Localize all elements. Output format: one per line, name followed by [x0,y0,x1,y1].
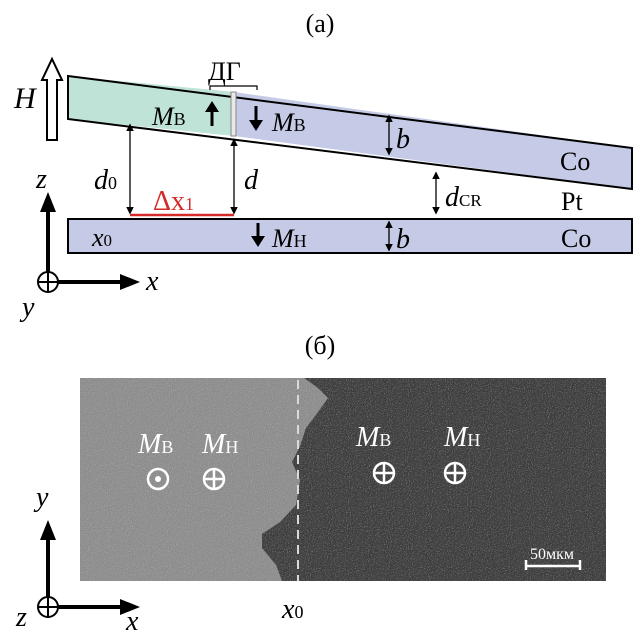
axis-a-y: y [19,292,35,323]
scale-bar [524,560,582,570]
image-left-mag-lower: MН [201,429,238,460]
layer-bottom-label: Co [561,224,591,253]
dcr-label: dCR [445,182,482,213]
domain-wall-label: ДГ [208,57,241,86]
mag-upper-label: MВ [151,102,186,131]
axes-a-icon [37,192,140,293]
axis-b-z: z [15,602,27,633]
axes-b-icon [37,520,140,618]
arrow-down-lower-icon [251,223,265,247]
co-upper-layer [234,92,632,189]
mag-upper-right-label: MВ [271,108,306,137]
d0-label: d0 [94,165,117,196]
panel-a-label: (а) [306,9,335,38]
axis-b-y: y [33,482,49,513]
image-right-mag-upper: MВ [355,422,391,453]
co-lower-layer [67,218,633,254]
axis-a-z: z [35,164,47,195]
cross-in-icon [372,461,396,485]
dot-out-icon [146,467,170,491]
domain-wall [230,91,237,137]
mag-lower-label: MН [271,224,307,253]
x0-label: x0 [91,223,112,252]
cross-in-icon [202,467,226,491]
d-label: d [244,165,259,196]
arrow-down-icon [249,106,263,131]
thickness-upper-label: b [396,124,410,155]
delta-x-label: Δx1 [153,186,194,217]
cross-in-icon [443,461,467,485]
layer-top-label: Co [560,147,590,176]
x0-marker-label: x0 [281,594,303,625]
arrow-up-icon [205,101,219,126]
field-label: H [13,82,38,115]
thickness-lower-label: b [396,224,410,255]
layer-mid-label: Pt [561,187,583,216]
image-left-mag-upper: MВ [137,429,173,460]
scale-bar-label: 50мкм [530,546,574,563]
domain-wall-bracket [209,85,258,90]
field-arrow-icon [40,56,64,141]
co-upper-outline [67,74,633,191]
axis-b-x: x [125,606,139,633]
image-right-mag-lower: MН [443,422,480,453]
axis-a-x: x [145,266,159,297]
panel-b-label: (б) [305,331,336,360]
